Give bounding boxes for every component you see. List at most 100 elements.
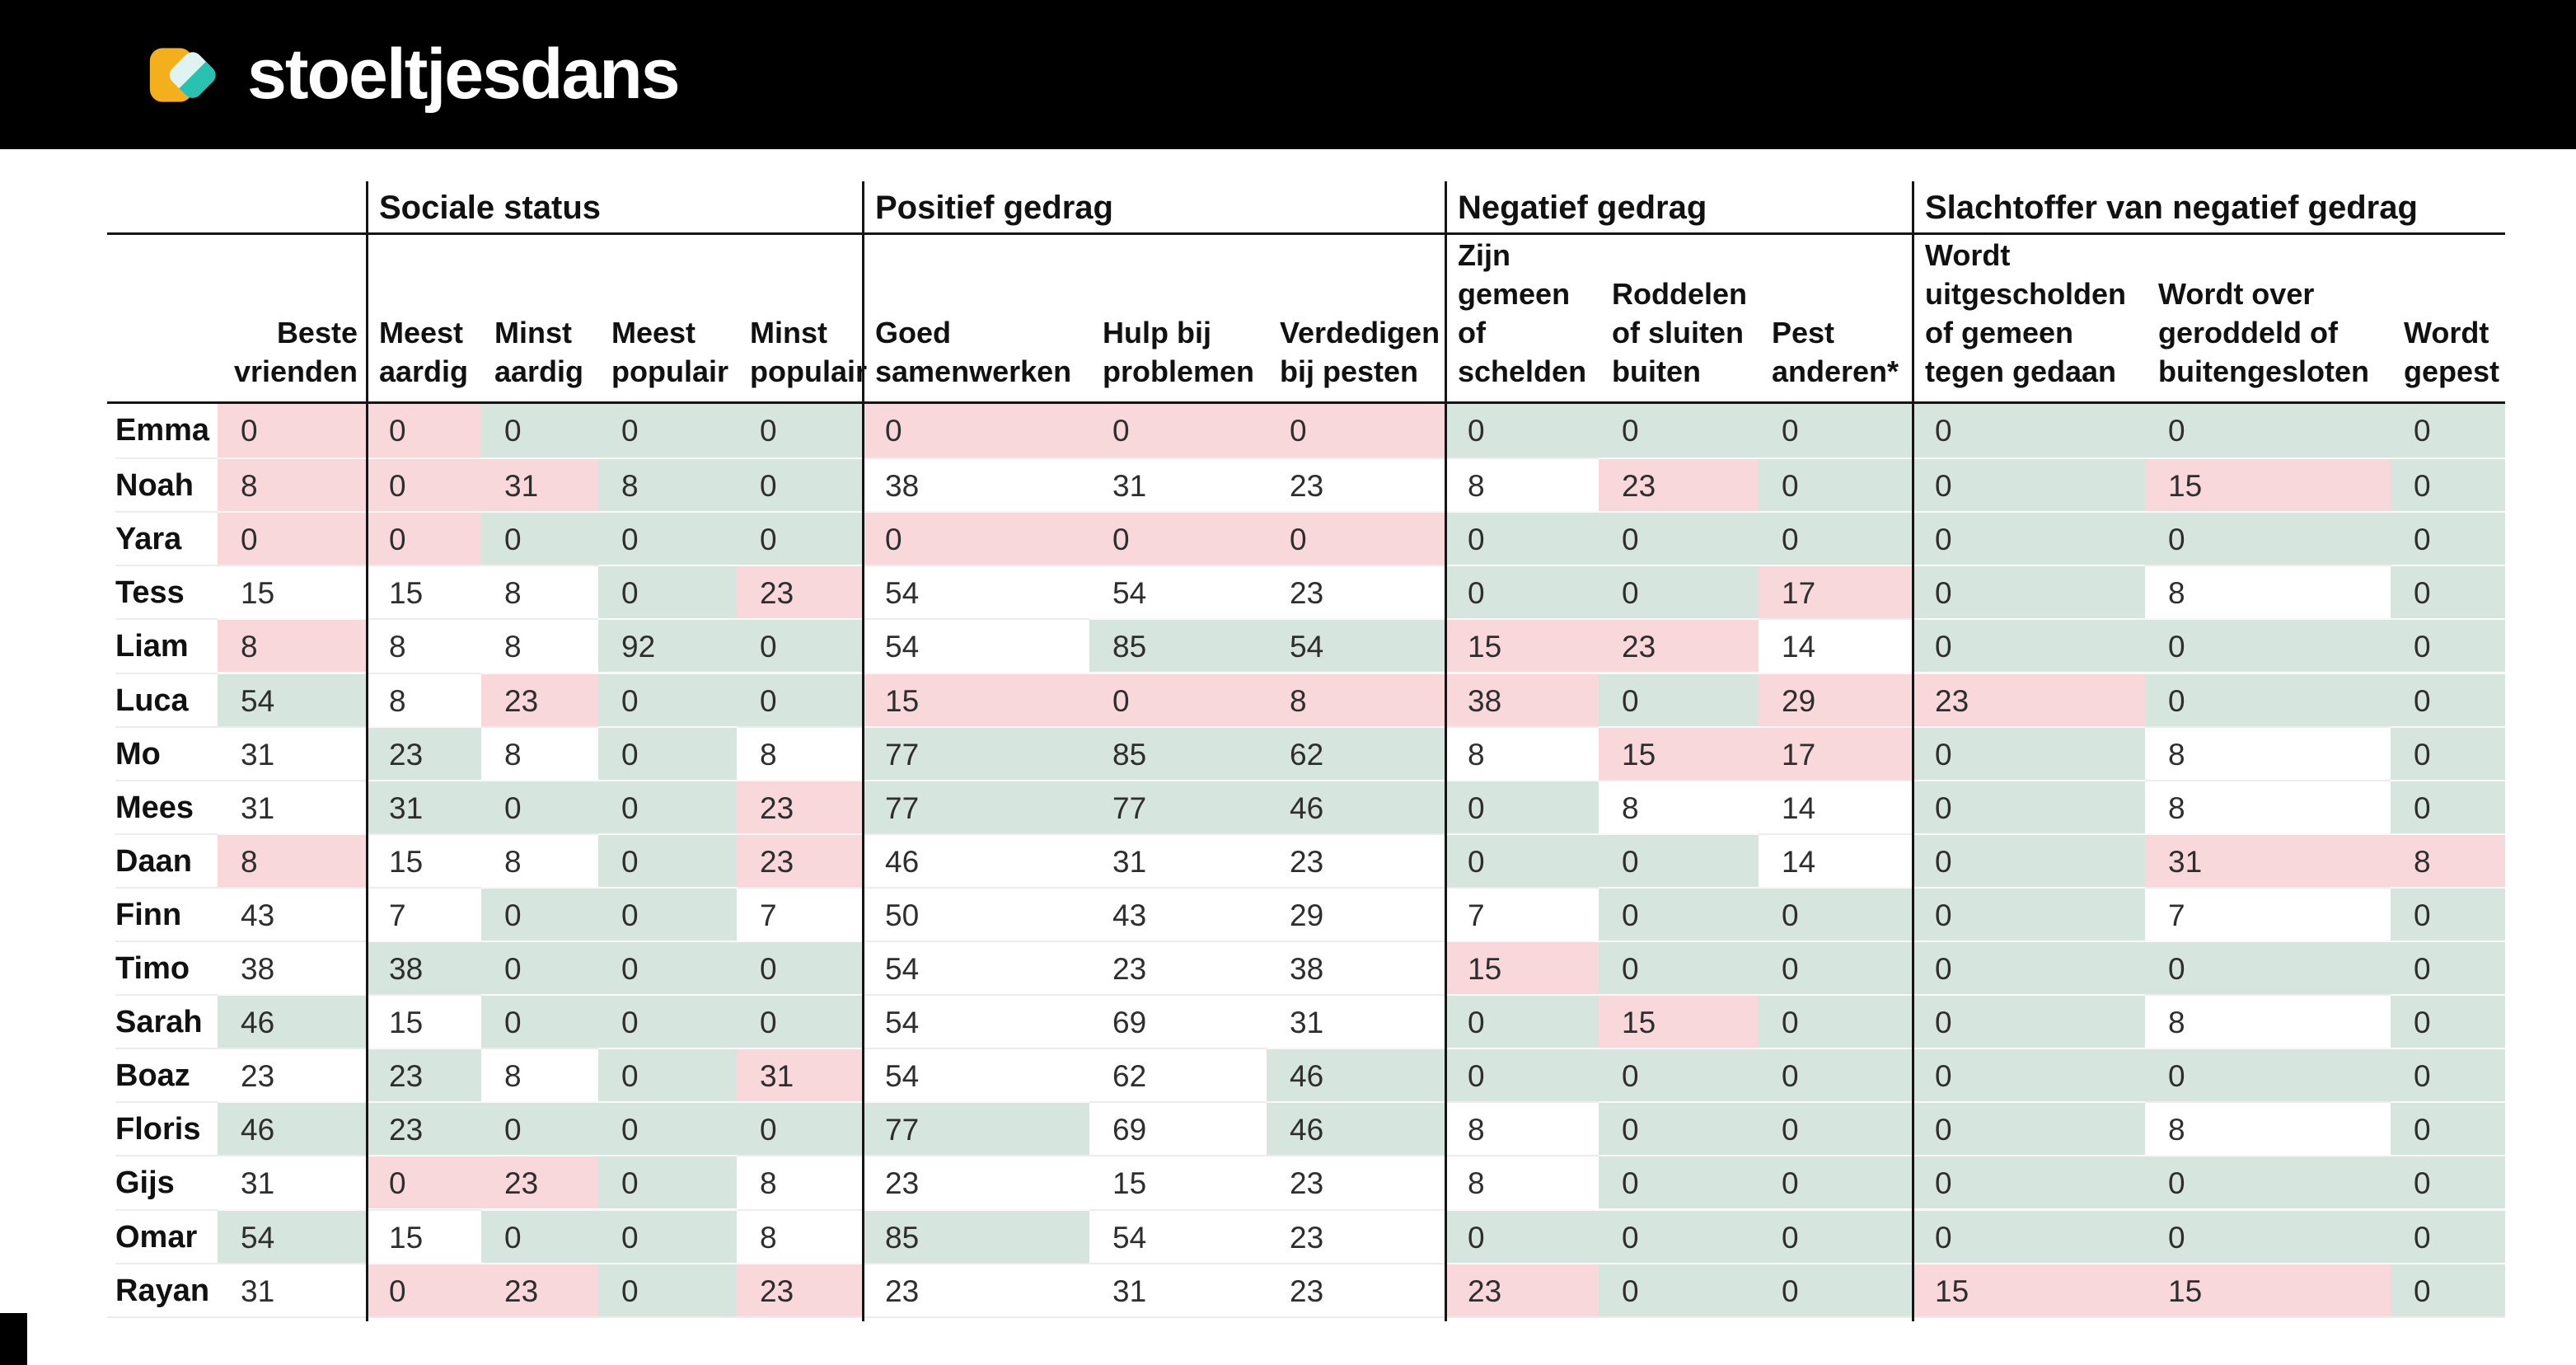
cell-mo-verdedigen_bij_pesten: 62 [1267, 726, 1445, 780]
cell-value: 31 [1290, 1006, 1324, 1039]
cell-boaz-wordt_uitgescholden: 0 [1912, 1048, 2145, 1101]
cell-mo-wordt_gepest: 0 [2391, 726, 2505, 780]
cell-value: 0 [1622, 1274, 1639, 1308]
cell-sarah-minst_aardig: 0 [481, 994, 598, 1048]
cell-rayan-beste_vrienden: 31 [218, 1263, 366, 1316]
cell-floris-verdedigen_bij_pesten: 46 [1267, 1101, 1445, 1155]
cell-emma-meest_aardig: 0 [366, 404, 481, 457]
cell-timo-hulp_bij_problemen: 23 [1089, 940, 1267, 994]
cell-mo-meest_aardig: 23 [366, 726, 481, 780]
cell-rayan-minst_populair: 23 [737, 1263, 862, 1316]
row-label-mo: Mo [115, 726, 218, 781]
cell-emma-beste_vrienden: 0 [218, 404, 366, 457]
cell-value: 0 [2414, 414, 2431, 448]
cell-luca-beste_vrienden: 54 [218, 673, 366, 726]
cell-liam-minst_aardig: 8 [481, 618, 598, 672]
cell-gijs-wordt_uitgescholden: 0 [1912, 1155, 2145, 1208]
cell-value: 0 [1622, 684, 1639, 718]
column-header-minst_populair: Minst populair [750, 316, 867, 388]
cell-value: 0 [1468, 1221, 1485, 1255]
cell-value: 15 [2168, 1274, 2203, 1308]
cell-value: 46 [241, 1006, 275, 1039]
cell-gijs-meest_aardig: 0 [366, 1155, 481, 1208]
column-header-goed_samenwerken: Goed samenwerken [875, 316, 1072, 388]
cell-value: 15 [1468, 952, 1502, 986]
cell-finn-minst_populair: 7 [737, 887, 862, 940]
header-rule-0 [107, 232, 2505, 235]
cell-value: 8 [1468, 469, 1485, 503]
cell-value: 0 [504, 791, 522, 825]
cell-value: 46 [1290, 1059, 1324, 1093]
cell-rayan-wordt_geroddeld: 15 [2145, 1263, 2391, 1316]
column-header-roddelen_of_sluiten_buiten: Roddelen of sluiten buiten [1612, 277, 1748, 388]
cell-value: 0 [1622, 845, 1639, 879]
cell-value: 0 [2414, 1166, 2431, 1200]
cell-value: 0 [621, 684, 639, 718]
cell-omar-roddelen_of_sluiten_buiten: 0 [1599, 1209, 1759, 1263]
cell-noah-wordt_uitgescholden: 0 [1912, 457, 2145, 511]
cell-noah-minst_aardig: 31 [481, 457, 598, 511]
cell-value: 0 [760, 1113, 777, 1147]
cell-value: 0 [1935, 1113, 1952, 1147]
cell-timo-wordt_geroddeld: 0 [2145, 940, 2391, 994]
cell-value: 23 [1290, 845, 1324, 879]
cell-mees-beste_vrienden: 31 [218, 780, 366, 833]
cell-value: 43 [241, 898, 275, 932]
cell-luca-minst_aardig: 23 [481, 673, 598, 726]
cell-value: 23 [1935, 684, 1969, 718]
cell-value: 0 [1622, 414, 1639, 448]
cell-value: 0 [2414, 738, 2431, 772]
cell-value: 0 [2168, 1221, 2185, 1255]
cell-sarah-minst_populair: 0 [737, 994, 862, 1048]
cell-value: 92 [621, 630, 656, 664]
cell-gijs-pest_anderen: 0 [1759, 1155, 1912, 1208]
cell-boaz-wordt_geroddeld: 0 [2145, 1048, 2391, 1101]
cell-yara-minst_populair: 0 [737, 511, 862, 565]
row-label-gijs: Gijs [115, 1155, 218, 1210]
cell-daan-wordt_geroddeld: 31 [2145, 833, 2391, 887]
cell-value: 0 [621, 1059, 639, 1093]
cell-sarah-beste_vrienden: 46 [218, 994, 366, 1048]
cell-value: 0 [1112, 523, 1130, 556]
cell-timo-meest_aardig: 38 [366, 940, 481, 994]
cell-value: 8 [2168, 791, 2185, 825]
cell-luca-meest_aardig: 8 [366, 673, 481, 726]
cell-floris-beste_vrienden: 46 [218, 1101, 366, 1155]
cell-rayan-pest_anderen: 0 [1759, 1263, 1912, 1316]
cell-value: 0 [760, 414, 777, 448]
cell-value: 8 [621, 469, 639, 503]
cell-floris-meest_aardig: 23 [366, 1101, 481, 1155]
cell-gijs-beste_vrienden: 31 [218, 1155, 366, 1208]
cell-omar-verdedigen_bij_pesten: 23 [1267, 1209, 1445, 1263]
table-row-sarah: Sarah 46 15 0 0 0 54 69 31 0 15 0 0 8 0 [107, 994, 2505, 1048]
cell-daan-meest_populair: 0 [598, 833, 737, 887]
cell-liam-wordt_gepest: 0 [2391, 618, 2505, 672]
cell-value: 7 [2168, 898, 2185, 932]
cell-value: 0 [2414, 898, 2431, 932]
cell-liam-zijn_gemeen_of_schelden: 15 [1445, 618, 1599, 672]
cell-value: 54 [1112, 576, 1147, 610]
cell-value: 0 [621, 898, 639, 932]
cell-value: 0 [621, 1006, 639, 1039]
cell-gijs-meest_populair: 0 [598, 1155, 737, 1208]
cell-value: 23 [1112, 952, 1147, 986]
cell-daan-roddelen_of_sluiten_buiten: 0 [1599, 833, 1759, 887]
cell-value: 0 [1622, 1166, 1639, 1200]
cell-rayan-verdedigen_bij_pesten: 23 [1267, 1263, 1445, 1316]
cell-value: 0 [2414, 1274, 2431, 1308]
cell-value: 46 [885, 845, 920, 879]
cell-floris-zijn_gemeen_of_schelden: 8 [1445, 1101, 1599, 1155]
cell-value: 0 [504, 898, 522, 932]
cell-value: 8 [504, 1059, 522, 1093]
cell-emma-goed_samenwerken: 0 [862, 404, 1089, 457]
cell-value: 31 [241, 738, 275, 772]
cell-emma-wordt_gepest: 0 [2391, 404, 2505, 457]
cell-value: 0 [1782, 1274, 1799, 1308]
table-row-boaz: Boaz 23 23 8 0 31 54 62 46 0 0 0 0 0 0 [107, 1048, 2505, 1101]
cell-mees-zijn_gemeen_of_schelden: 0 [1445, 780, 1599, 833]
cell-mees-meest_aardig: 31 [366, 780, 481, 833]
cell-timo-goed_samenwerken: 54 [862, 940, 1089, 994]
cell-value: 0 [1935, 523, 1952, 556]
cell-value: 0 [1782, 1059, 1799, 1093]
cell-value: 8 [2168, 738, 2185, 772]
